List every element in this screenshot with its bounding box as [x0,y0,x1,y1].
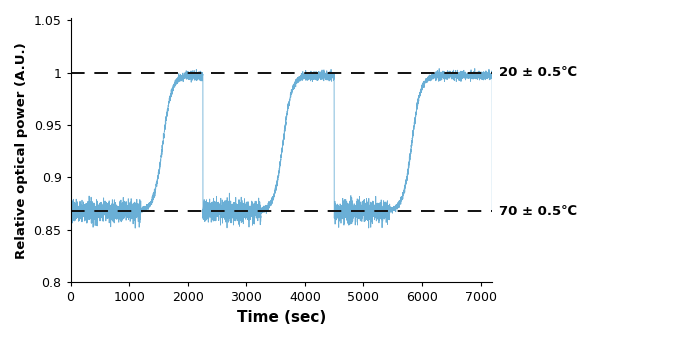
X-axis label: Time (sec): Time (sec) [237,310,326,325]
Text: 70 ± 0.5℃: 70 ± 0.5℃ [499,205,577,218]
Y-axis label: Relative optical power (A.U.): Relative optical power (A.U.) [15,42,28,258]
Text: 20 ± 0.5℃: 20 ± 0.5℃ [499,66,577,79]
